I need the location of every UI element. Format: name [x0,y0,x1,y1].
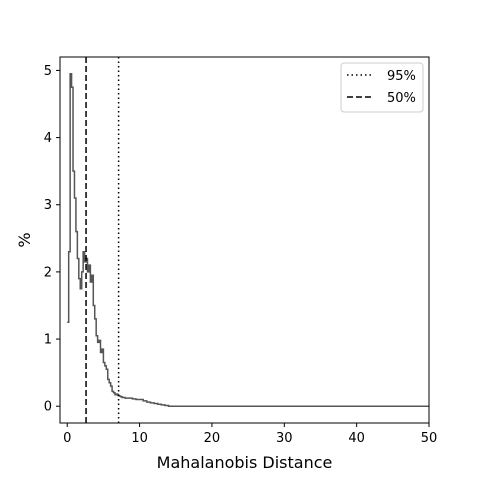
x-tick-label: 10 [131,431,148,446]
series-line-0 [67,73,429,407]
x-tick-label: 20 [204,431,221,446]
legend: 95% 50% [340,62,424,113]
y-axis-label: % [15,232,34,247]
legend-label-95: 95% [387,69,416,84]
y-tick-label: 0 [44,400,52,415]
x-tick-label: 30 [276,431,293,446]
y-tick-label: 1 [44,333,52,348]
legend-label-50: 50% [387,91,416,106]
x-tick-label: 40 [348,431,365,446]
y-tick-label: 4 [44,131,52,146]
y-tick-label: 2 [44,265,52,280]
y-tick-label: 3 [44,198,52,213]
plot-frame [59,56,430,424]
x-tick-label: 0 [63,431,71,446]
y-tick-label: 5 [44,64,52,79]
x-axis-label: Mahalanobis Distance [157,453,333,472]
x-tick-label: 50 [421,431,438,446]
